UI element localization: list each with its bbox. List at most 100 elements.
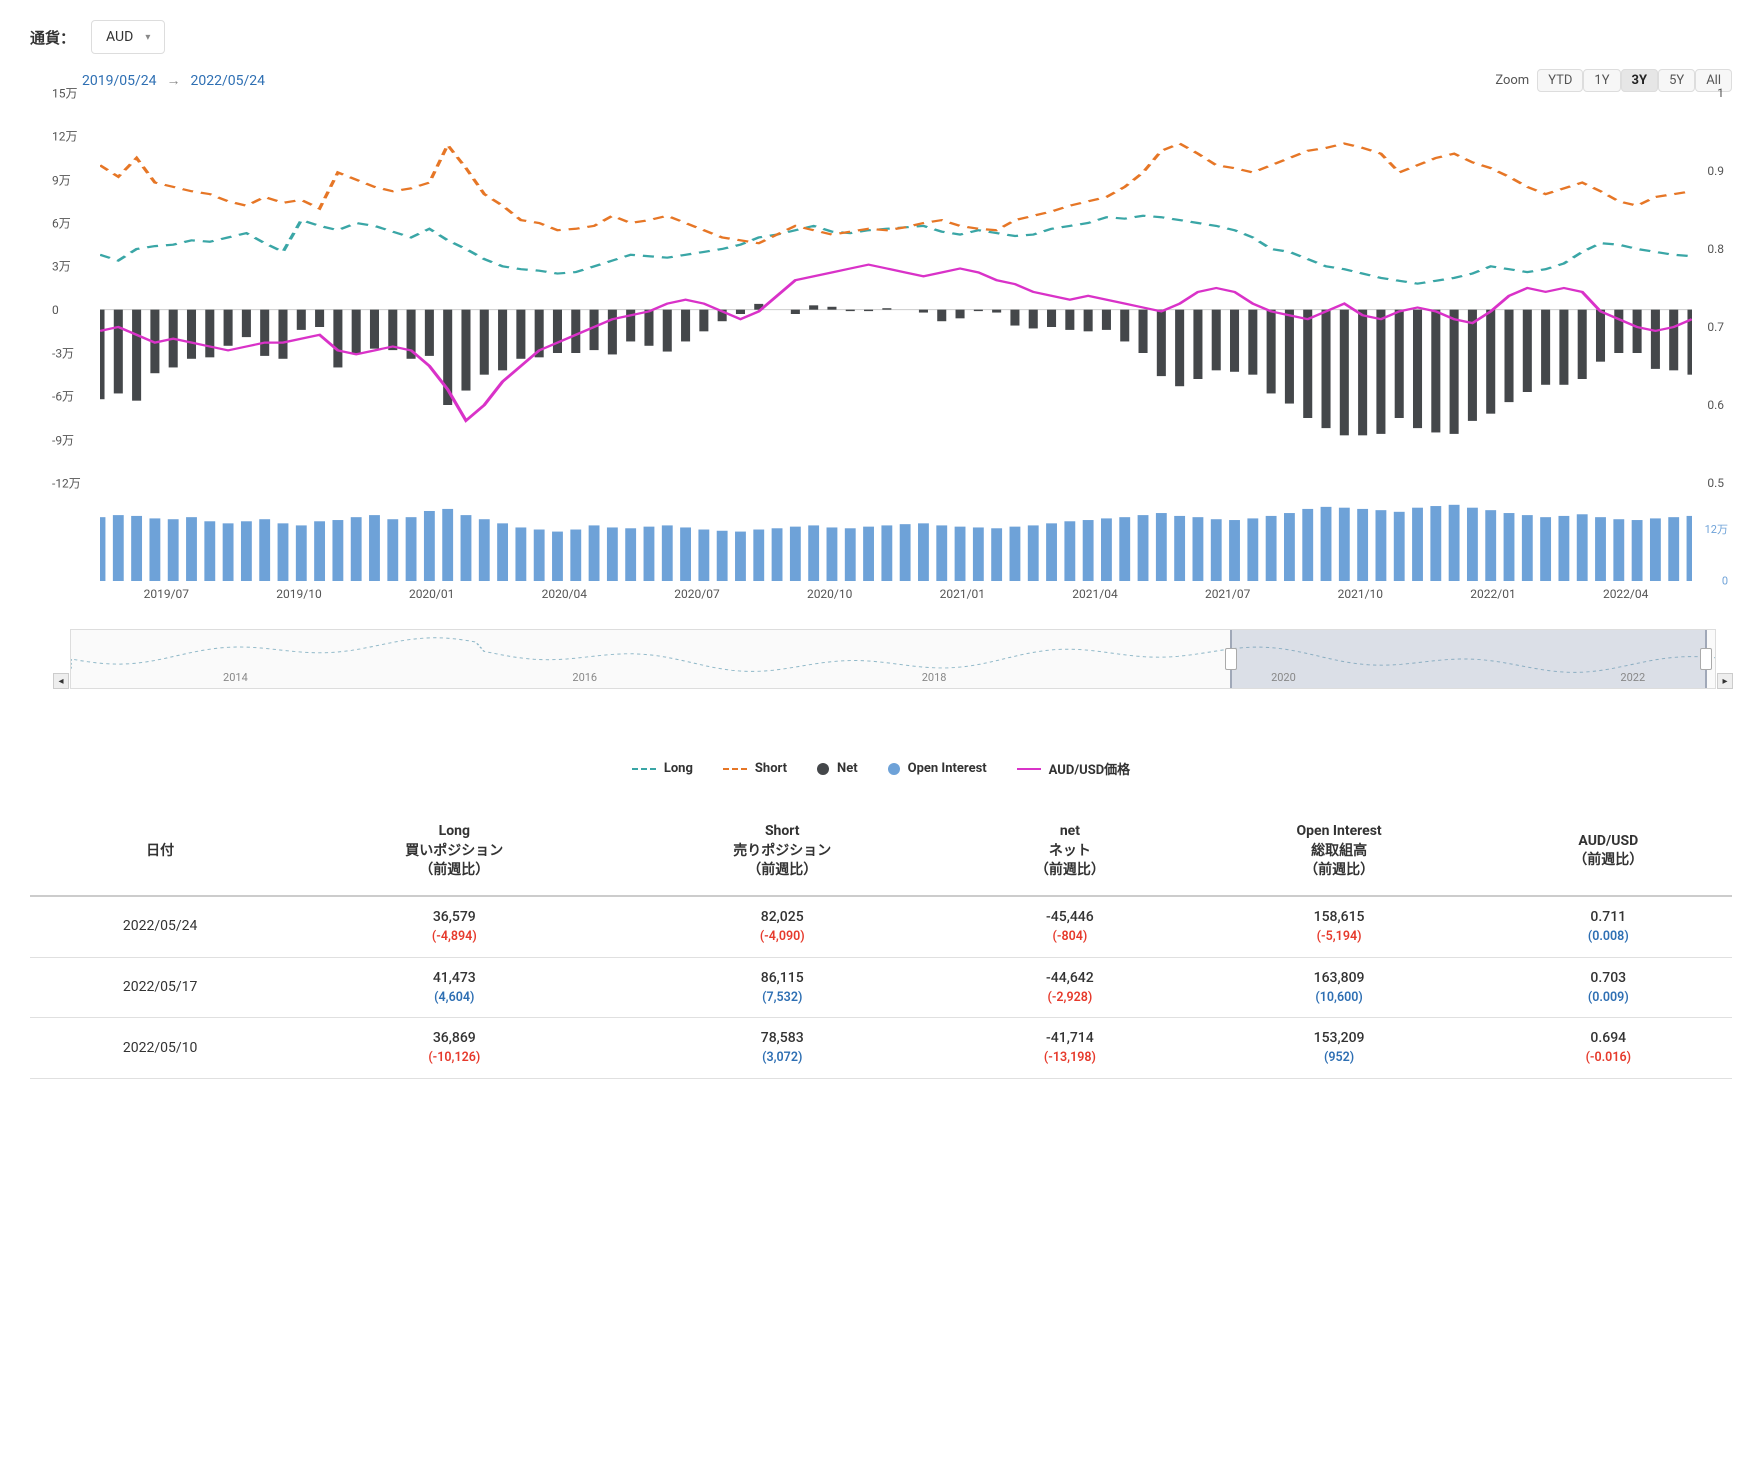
legend-label: Net [837, 761, 858, 776]
navigator-scroll-left[interactable]: ◂ [53, 673, 69, 689]
zoom-btn-3y[interactable]: 3Y [1621, 69, 1659, 92]
yaxis-left-label: 3万 [52, 258, 71, 275]
main-chart[interactable]: 15万12万9万6万3万0-3万-6万-9万-12万10.90.80.70.60… [100, 93, 1692, 483]
table-cell: -41,714(-13,198) [946, 1018, 1193, 1079]
legend-label: Open Interest [908, 761, 987, 776]
yaxis-right-label: 0.8 [1707, 242, 1724, 256]
yaxis-left-label: 15万 [52, 85, 78, 102]
range-row: 2019/05/24 → 2022/05/24 Zoom YTD1Y3Y5YAl… [30, 72, 1732, 89]
chevron-down-icon: ▾ [145, 32, 150, 43]
navigator-year-label: 2020 [1271, 671, 1296, 684]
zoom-label: Zoom [1495, 73, 1529, 88]
navigator-year-label: 2018 [922, 671, 947, 684]
table-row: 2022/05/1036,869(-10,126)78,583(3,072)-4… [30, 1018, 1732, 1079]
oi-ylabel: 0 [1722, 575, 1728, 588]
xaxis-label: 2020/07 [674, 587, 719, 601]
date-to: 2022/05/24 [191, 73, 266, 89]
table-cell: 36,579(-4,894) [290, 896, 618, 957]
legend-swatch [888, 763, 900, 775]
table-cell: 153,209(952) [1194, 1018, 1485, 1079]
xaxis-label: 2019/10 [276, 587, 321, 601]
xaxis-label: 2020/04 [542, 587, 587, 601]
chart-legend: Long Short Net Open Interest AUD/USD価格 [30, 759, 1732, 778]
legend-label: Short [755, 761, 787, 776]
table-cell: 163,809(10,600) [1194, 957, 1485, 1018]
table-cell-date: 2022/05/17 [30, 957, 290, 1018]
table-cell: 0.703(0.009) [1485, 957, 1732, 1018]
table-col-header: 日付 [30, 808, 290, 896]
legend-item-short[interactable]: Short [723, 759, 787, 778]
yaxis-left-label: -12万 [52, 475, 81, 492]
navigator-year-label: 2022 [1620, 671, 1645, 684]
table-cell: 158,615(-5,194) [1194, 896, 1485, 957]
yaxis-left-label: 9万 [52, 171, 71, 188]
table-cell: 86,115(7,532) [618, 957, 946, 1018]
zoom-btn-1y[interactable]: 1Y [1583, 69, 1620, 92]
table-cell: 78,583(3,072) [618, 1018, 946, 1079]
table-col-header: Open Interest総取組高（前週比） [1194, 808, 1485, 896]
yaxis-right-label: 0.9 [1707, 164, 1724, 178]
legend-swatch [723, 768, 747, 770]
xaxis-label: 2021/07 [1205, 587, 1250, 601]
table-cell-date: 2022/05/24 [30, 896, 290, 957]
xaxis-label: 2021/01 [940, 587, 985, 601]
xaxis-label: 2022/01 [1470, 587, 1515, 601]
legend-item-long[interactable]: Long [632, 759, 693, 778]
yaxis-left-label: -6万 [52, 388, 74, 405]
arrow-right-icon: → [167, 72, 181, 89]
legend-swatch [632, 768, 656, 770]
zoom-btn-5y[interactable]: 5Y [1658, 69, 1695, 92]
table-body: 2022/05/2436,579(-4,894)82,025(-4,090)-4… [30, 896, 1732, 1079]
legend-label: Long [664, 761, 693, 776]
navigator-year-label: 2014 [223, 671, 248, 684]
navigator-handle-left[interactable] [1225, 648, 1237, 670]
table-cell: 36,869(-10,126) [290, 1018, 618, 1079]
table-col-header: AUD/USD（前週比） [1485, 808, 1732, 896]
legend-label: AUD/USD価格 [1049, 759, 1131, 778]
table-cell-date: 2022/05/10 [30, 1018, 290, 1079]
xaxis-label: 2021/10 [1338, 587, 1383, 601]
currency-value: AUD [106, 29, 133, 45]
yaxis-right-label: 0.6 [1707, 398, 1724, 412]
table-row: 2022/05/2436,579(-4,894)82,025(-4,090)-4… [30, 896, 1732, 957]
xaxis-label: 2020/10 [807, 587, 852, 601]
open-interest-subchart[interactable]: 12万0 [100, 501, 1692, 581]
yaxis-right-label: 0.7 [1707, 320, 1724, 334]
zoom-group: Zoom YTD1Y3Y5YAll [1495, 73, 1732, 88]
zoom-btn-all[interactable]: All [1695, 69, 1732, 92]
table-cell: 41,473(4,604) [290, 957, 618, 1018]
zoom-btn-ytd[interactable]: YTD [1537, 69, 1583, 92]
table-cell: -44,642(-2,928) [946, 957, 1193, 1018]
yaxis-right-label: 1 [1717, 86, 1724, 100]
legend-item-oi[interactable]: Open Interest [888, 759, 987, 778]
yaxis-left-label: 6万 [52, 215, 71, 232]
table-row: 2022/05/1741,473(4,604)86,115(7,532)-44,… [30, 957, 1732, 1018]
range-navigator[interactable]: ◂ ▸ 20142016201820202022 [70, 629, 1716, 689]
table-cell: 82,025(-4,090) [618, 896, 946, 957]
yaxis-left-label: -3万 [52, 345, 74, 362]
yaxis-left-label: -9万 [52, 431, 74, 448]
x-axis-labels: 2019/07 2019/10 2020/01 2020/04 2020/07 2020/… [100, 587, 1692, 607]
legend-swatch [817, 763, 829, 775]
table-cell: 0.694(-0.016) [1485, 1018, 1732, 1079]
navigator-year-label: 2016 [572, 671, 597, 684]
oi-ylabel: 12万 [1705, 521, 1728, 537]
date-range[interactable]: 2019/05/24 → 2022/05/24 [82, 72, 265, 89]
xaxis-label: 2020/01 [409, 587, 454, 601]
table-col-header: Long買いポジション（前週比） [290, 808, 618, 896]
navigator-scroll-right[interactable]: ▸ [1717, 673, 1733, 689]
table-cell: -45,446(-804) [946, 896, 1193, 957]
date-from: 2019/05/24 [82, 73, 157, 89]
currency-selector-row: 通貨： AUD ▾ [30, 20, 1732, 54]
navigator-handle-right[interactable] [1700, 648, 1712, 670]
data-table: 日付Long買いポジション（前週比）Short売りポジション（前週比）netネッ… [30, 808, 1732, 1079]
xaxis-label: 2019/07 [144, 587, 189, 601]
legend-item-net[interactable]: Net [817, 759, 858, 778]
currency-label: 通貨： [30, 27, 75, 48]
currency-select[interactable]: AUD ▾ [91, 20, 165, 54]
yaxis-left-label: 12万 [52, 128, 78, 145]
xaxis-label: 2022/04 [1603, 587, 1648, 601]
legend-item-price[interactable]: AUD/USD価格 [1017, 759, 1131, 778]
yaxis-right-label: 0.5 [1707, 476, 1724, 490]
chart-area: 15万12万9万6万3万0-3万-6万-9万-12万10.90.80.70.60… [30, 93, 1732, 778]
